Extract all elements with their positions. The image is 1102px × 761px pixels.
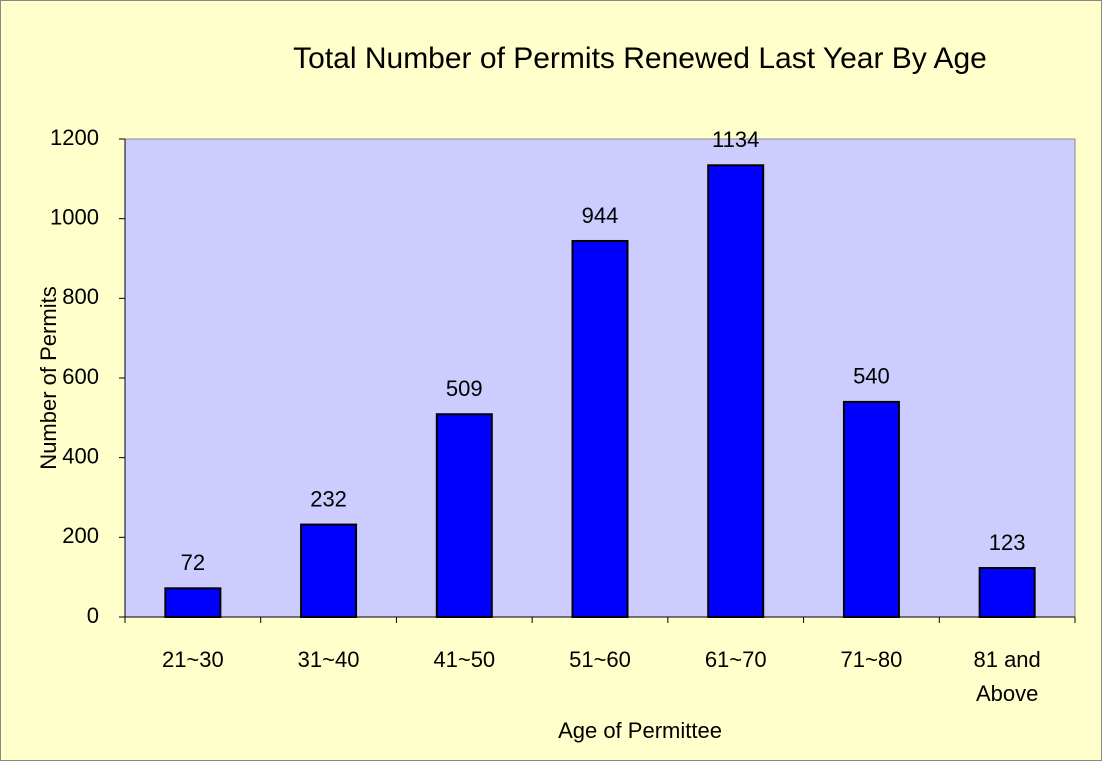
x-tick-label: 81 and Above: [973, 647, 1040, 706]
bar: [707, 164, 765, 618]
bar: [842, 400, 900, 618]
y-tick-label: 1000: [50, 204, 99, 229]
value-label: 944: [582, 203, 619, 228]
x-tick-label: 31~40: [298, 647, 360, 672]
value-label: 72: [181, 550, 205, 575]
x-tick-label: 61~70: [705, 647, 767, 672]
x-tick-label: 41~50: [433, 647, 495, 672]
y-tick-label: 200: [62, 523, 99, 548]
x-tick-label: 71~80: [841, 647, 903, 672]
chart-title: Total Number of Permits Renewed Last Yea…: [293, 42, 987, 75]
x-tick-label: 51~60: [569, 647, 631, 672]
bar: [300, 523, 358, 618]
bar: [978, 567, 1036, 619]
y-tick-label: 400: [62, 443, 99, 468]
y-tick-label: 1200: [50, 125, 99, 150]
y-tick-label: 800: [62, 284, 99, 309]
value-label: 540: [853, 364, 890, 389]
bar: [164, 587, 222, 619]
value-label: 232: [310, 486, 347, 511]
y-tick-label: 600: [62, 364, 99, 389]
value-label: 509: [446, 376, 483, 401]
y-axis-label: Number of Permits: [36, 286, 61, 469]
x-tick-label: 21~30: [162, 647, 224, 672]
bar: [571, 239, 629, 618]
y-tick-label: 0: [87, 603, 99, 628]
x-axis-label: Age of Permittee: [558, 718, 722, 743]
value-label: 1134: [712, 127, 759, 152]
bar: [435, 413, 493, 618]
value-label: 123: [989, 530, 1026, 555]
